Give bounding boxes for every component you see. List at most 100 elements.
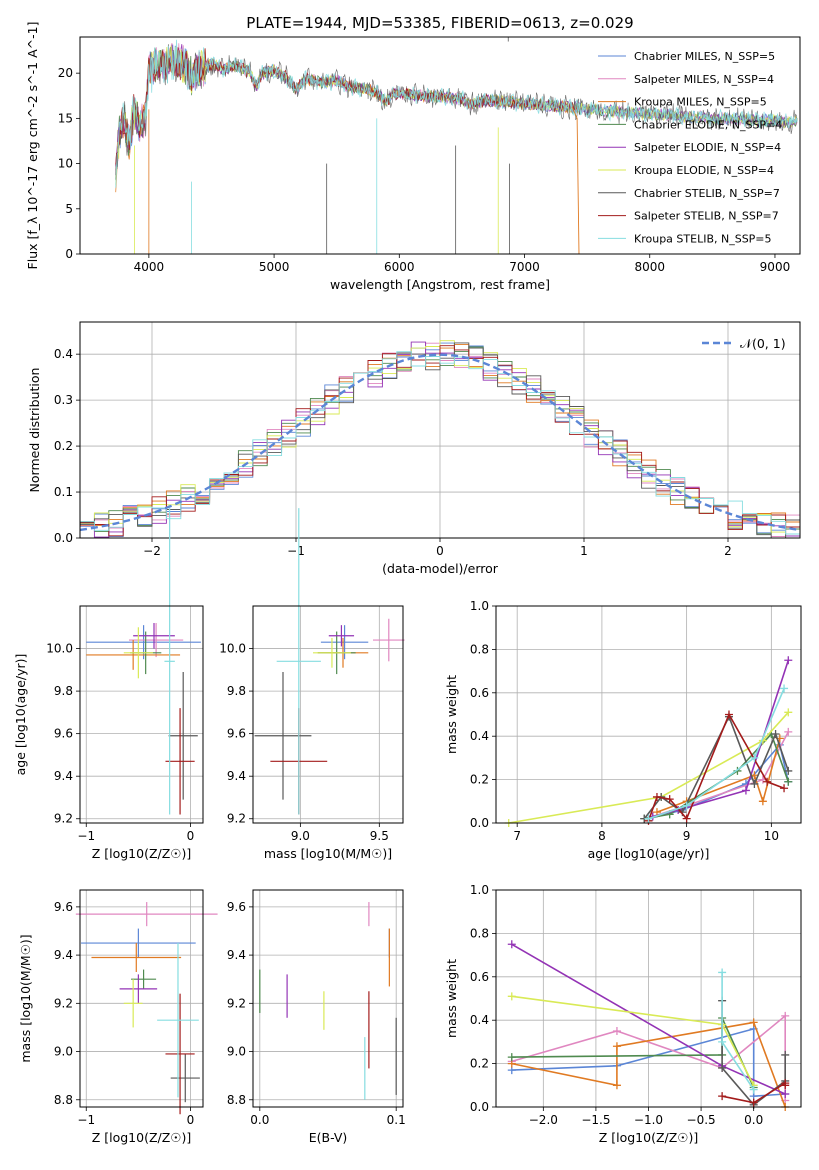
x-tick-label: −1 <box>287 544 305 558</box>
spectrum-line-end <box>571 106 580 255</box>
weight-marker <box>724 710 733 719</box>
y-axis-label: age [log10(age/yr)] <box>13 654 28 776</box>
chart-residuals: 𝒩(0, 1) −2 −1 0 1 2 0.0 0.1 0.2 0.3 0.4 (data-model… <box>27 321 801 576</box>
x-axis-label: E(B-V) <box>309 1130 348 1145</box>
y-tick-label: 15 <box>58 111 73 125</box>
x-tick-label: −1 <box>77 1113 95 1127</box>
x-tick-label: 0 <box>436 544 444 558</box>
y-tick-label: 0 <box>65 247 73 261</box>
chart-mass_weight_vs_Z: −2.0 −1.5 −1.0 −0.5 0.0 0.0 0.2 0.4 0.6 0.8 1.0 Z [… <box>444 883 802 1145</box>
x-tick-label: 10 <box>764 829 779 843</box>
x-tick-label: −2.0 <box>529 1113 558 1127</box>
y-tick-label: 9.6 <box>227 900 246 914</box>
legend-entry: Kroupa MILES, N_SSP=5 <box>634 96 767 109</box>
y-tick-label: 9.4 <box>54 948 73 962</box>
y-tick-label: 0.2 <box>470 773 489 787</box>
weight-marker <box>780 784 789 793</box>
x-tick-label: 5000 <box>259 260 290 274</box>
x-axis-label: (data-model)/error <box>382 561 499 576</box>
y-tick-label: 0.0 <box>54 531 73 545</box>
x-axis-label: Z [log10(Z/Z☉)] <box>92 846 192 861</box>
y-tick-label: 8.8 <box>54 1093 73 1107</box>
histogram-series <box>80 345 800 537</box>
y-tick-label: 0.8 <box>470 642 489 656</box>
weight-marker <box>682 801 691 810</box>
y-tick-label: 0.8 <box>470 926 489 940</box>
weight-marker <box>612 1042 621 1051</box>
weight-marker <box>682 814 691 823</box>
legend-entry: Salpeter ELODIE, N_SSP=4 <box>634 141 781 154</box>
normal-curve <box>79 353 801 532</box>
figure-title: PLATE=1944, MJD=53385, FIBERID=0613, z=0… <box>246 14 633 32</box>
y-tick-label: 0.6 <box>470 686 489 700</box>
chart-mass_vs_EBV: 0.0 0.1 8.8 9.0 9.2 9.4 9.6 E(B-V) <box>227 889 406 1145</box>
chart-mass_weight_vs_age: 7 8 9 10 0.0 0.2 0.4 0.6 0.8 1.0 age [log10(age/yr… <box>444 599 802 861</box>
legend-entry: Salpeter STELIB, N_SSP=7 <box>634 210 779 223</box>
legend-entry: Chabrier STELIB, N_SSP=7 <box>634 187 780 200</box>
weight-marker <box>612 1027 621 1036</box>
x-tick-label: 6000 <box>384 260 415 274</box>
y-tick-label: 0.2 <box>470 1057 489 1071</box>
x-tick-label: 8 <box>598 829 606 843</box>
y-tick-label: 0.0 <box>470 816 489 830</box>
spectrum-line <box>115 44 798 176</box>
x-axis-label: Z [log10(Z/Z☉)] <box>599 1130 699 1145</box>
legend-entry: Kroupa ELODIE, N_SSP=4 <box>634 164 774 177</box>
weight-marker <box>665 795 674 804</box>
x-axis-label: age [log10(age/yr)] <box>588 846 710 861</box>
y-tick-label: 0.4 <box>54 347 73 361</box>
weight-marker <box>718 1092 727 1101</box>
weight-marker <box>758 797 767 806</box>
weight-marker <box>644 814 653 823</box>
y-tick-label: 10.0 <box>219 642 246 656</box>
x-tick-label: 9.0 <box>291 829 310 843</box>
legend-entry: Kroupa STELIB, N_SSP=5 <box>634 232 772 245</box>
x-tick-label: 0.0 <box>744 1113 763 1127</box>
weight-marker <box>784 656 793 665</box>
legend-entry: Chabrier ELODIE, N_SSP=4 <box>634 118 782 131</box>
weight-marker <box>612 1081 621 1090</box>
y-axis-label: mass weight <box>444 959 459 1038</box>
weight-marker <box>784 777 793 786</box>
weight-marker <box>652 792 661 801</box>
y-axis-label: Normed distribution <box>27 368 42 493</box>
x-tick-label: 0.0 <box>250 1113 269 1127</box>
weight-marker <box>781 1089 790 1098</box>
y-tick-label: 9.8 <box>227 684 246 698</box>
x-tick-label: −0.5 <box>687 1113 716 1127</box>
weight-marker <box>718 968 727 977</box>
chart-age_vs_Z: −1 0 9.2 9.4 9.6 9.8 10.0 Z [log10(Z/Z☉)] age [l… <box>13 508 204 861</box>
y-tick-label: 9.2 <box>227 996 246 1010</box>
x-tick-label: −2 <box>143 544 161 558</box>
x-tick-label: 7000 <box>509 260 540 274</box>
y-tick-label: 9.8 <box>54 684 73 698</box>
x-tick-label: −1.0 <box>634 1113 663 1127</box>
legend-entry: Chabrier MILES, N_SSP=5 <box>634 50 775 63</box>
y-tick-label: 0.0 <box>470 1100 489 1114</box>
axes-frame <box>79 889 204 1108</box>
axes-frame <box>79 36 801 255</box>
x-tick-label: 9.5 <box>370 829 389 843</box>
axes-frame <box>79 605 204 824</box>
y-tick-label: 9.2 <box>227 812 246 826</box>
x-tick-label: 8000 <box>634 260 665 274</box>
axes-frame <box>252 889 404 1108</box>
y-tick-label: 9.4 <box>227 948 246 962</box>
weight-marker <box>750 779 759 788</box>
x-tick-label: 1 <box>580 544 588 558</box>
axes-frame <box>252 605 404 824</box>
y-tick-label: 10 <box>58 157 73 171</box>
weight-marker <box>749 1018 758 1027</box>
weight-marker <box>781 1011 790 1020</box>
chart-mass_vs_Z: −1 0 8.8 9.0 9.2 9.4 9.6 Z [log10(Z/Z☉)] mass [l… <box>18 889 218 1145</box>
x-tick-label: 9000 <box>760 260 791 274</box>
y-tick-label: 0.4 <box>470 729 489 743</box>
legend-entry: 𝒩(0, 1) <box>740 336 786 351</box>
y-tick-label: 5 <box>65 202 73 216</box>
x-axis-label: wavelength [Angstrom, rest frame] <box>330 277 550 292</box>
y-tick-label: 9.2 <box>54 996 73 1010</box>
x-tick-label: −1.5 <box>581 1113 610 1127</box>
x-tick-label: 0.1 <box>387 1113 406 1127</box>
y-tick-label: 0.6 <box>470 970 489 984</box>
